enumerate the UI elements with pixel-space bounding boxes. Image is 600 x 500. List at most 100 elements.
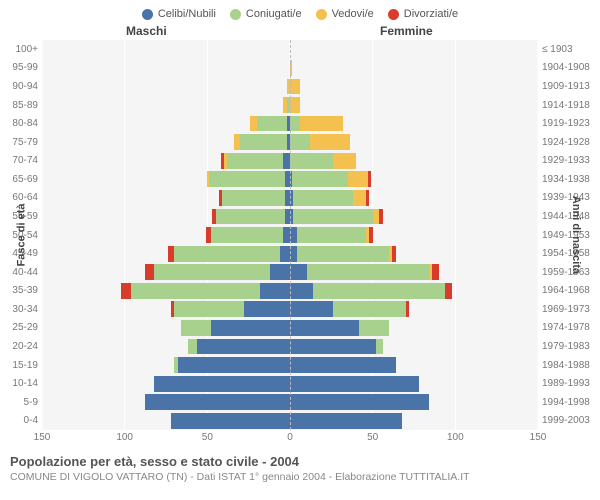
segment [283,227,290,243]
legend: Celibi/Nubili Coniugati/e Vedovi/e Divorzia… [0,0,600,24]
male-bar [42,190,290,206]
segment [222,190,285,206]
female-bar [290,283,538,299]
male-bar [42,60,290,76]
birth-year-label: 1909-1913 [538,77,600,96]
birth-year-label: 1959-1963 [538,263,600,282]
age-label: 35-39 [0,282,42,301]
female-bar [290,301,538,317]
birth-year-label: 1999-2003 [538,412,600,431]
female-bar [290,116,538,132]
male-bar [42,357,290,373]
x-tick: 50 [202,432,213,443]
segment [290,376,419,392]
x-ticks: 15010050050100150 [42,430,538,448]
birth-year-label: 1924-1928 [538,133,600,152]
male-bar [42,246,290,262]
segment [181,320,211,336]
age-label: 0-4 [0,412,42,431]
age-label: 100+ [0,40,42,59]
male-bar [42,153,290,169]
center-line [290,40,291,430]
segment [290,283,313,299]
segment [211,320,290,336]
chart-title: Popolazione per età, sesso e stato civil… [10,454,590,469]
x-tick: 100 [116,432,133,443]
birth-year-label: 1919-1923 [538,114,600,133]
female-bar [290,227,538,243]
segment [131,283,260,299]
segment [227,153,283,169]
segment [297,227,366,243]
segment [373,209,380,225]
male-bar [42,227,290,243]
x-tick: 100 [447,432,464,443]
female-bar [290,97,538,113]
birth-year-label: 1989-1993 [538,374,600,393]
male-bar [42,97,290,113]
segment [234,134,241,150]
birth-year-label: 1934-1938 [538,170,600,189]
age-label: 25-29 [0,319,42,338]
segment [211,227,284,243]
segment [333,153,356,169]
segment [366,190,369,206]
legend-swatch [142,9,153,20]
chart-subtitle: COMUNE DI VIGOLO VATTARO (TN) - Dati IST… [10,471,590,483]
male-bar [42,116,290,132]
birth-year-label: 1979-1983 [538,337,600,356]
segment [145,394,290,410]
segment [188,339,198,355]
age-label: 30-34 [0,300,42,319]
segment [293,190,353,206]
birth-year-axis: ≤ 19031904-19081909-19131914-19181919-19… [538,40,600,430]
age-label: 10-14 [0,374,42,393]
female-bar [290,264,538,280]
segment [432,264,439,280]
age-label: 20-24 [0,337,42,356]
segment [379,209,382,225]
segment [145,264,155,280]
legend-swatch [316,9,327,20]
legend-item: Coniugati/e [230,8,302,20]
segment [290,79,300,95]
segment [257,116,287,132]
male-bar [42,283,290,299]
segment [290,339,376,355]
birth-year-label: 1914-1918 [538,96,600,115]
segment [293,209,372,225]
female-bar [290,357,538,373]
x-tick: 0 [287,432,293,443]
birth-year-label: 1929-1933 [538,151,600,170]
label-maschi: Maschi [126,24,167,38]
segment [406,301,409,317]
segment [283,153,290,169]
male-bar [42,413,290,429]
female-bar [290,246,538,262]
segment [290,153,333,169]
legend-label: Coniugati/e [246,8,302,20]
legend-item: Divorziati/e [388,8,458,20]
ylabel-left: Fasce di età [15,204,27,267]
male-bar [42,320,290,336]
segment [307,264,429,280]
legend-item: Celibi/Nubili [142,8,216,20]
x-tick: 50 [367,432,378,443]
segment [240,134,286,150]
segment [300,116,343,132]
segment [376,339,383,355]
birth-year-label: 1994-1998 [538,393,600,412]
male-bar [42,264,290,280]
male-bar [42,394,290,410]
female-bar [290,134,538,150]
age-label: 95-99 [0,59,42,78]
female-bar [290,171,538,187]
plot-area [42,40,538,430]
segment [260,283,290,299]
legend-label: Vedovi/e [332,8,374,20]
segment [353,190,366,206]
segment [292,171,348,187]
birth-year-label: 1939-1943 [538,189,600,208]
birth-year-label: 1964-1968 [538,282,600,301]
legend-item: Vedovi/e [316,8,374,20]
